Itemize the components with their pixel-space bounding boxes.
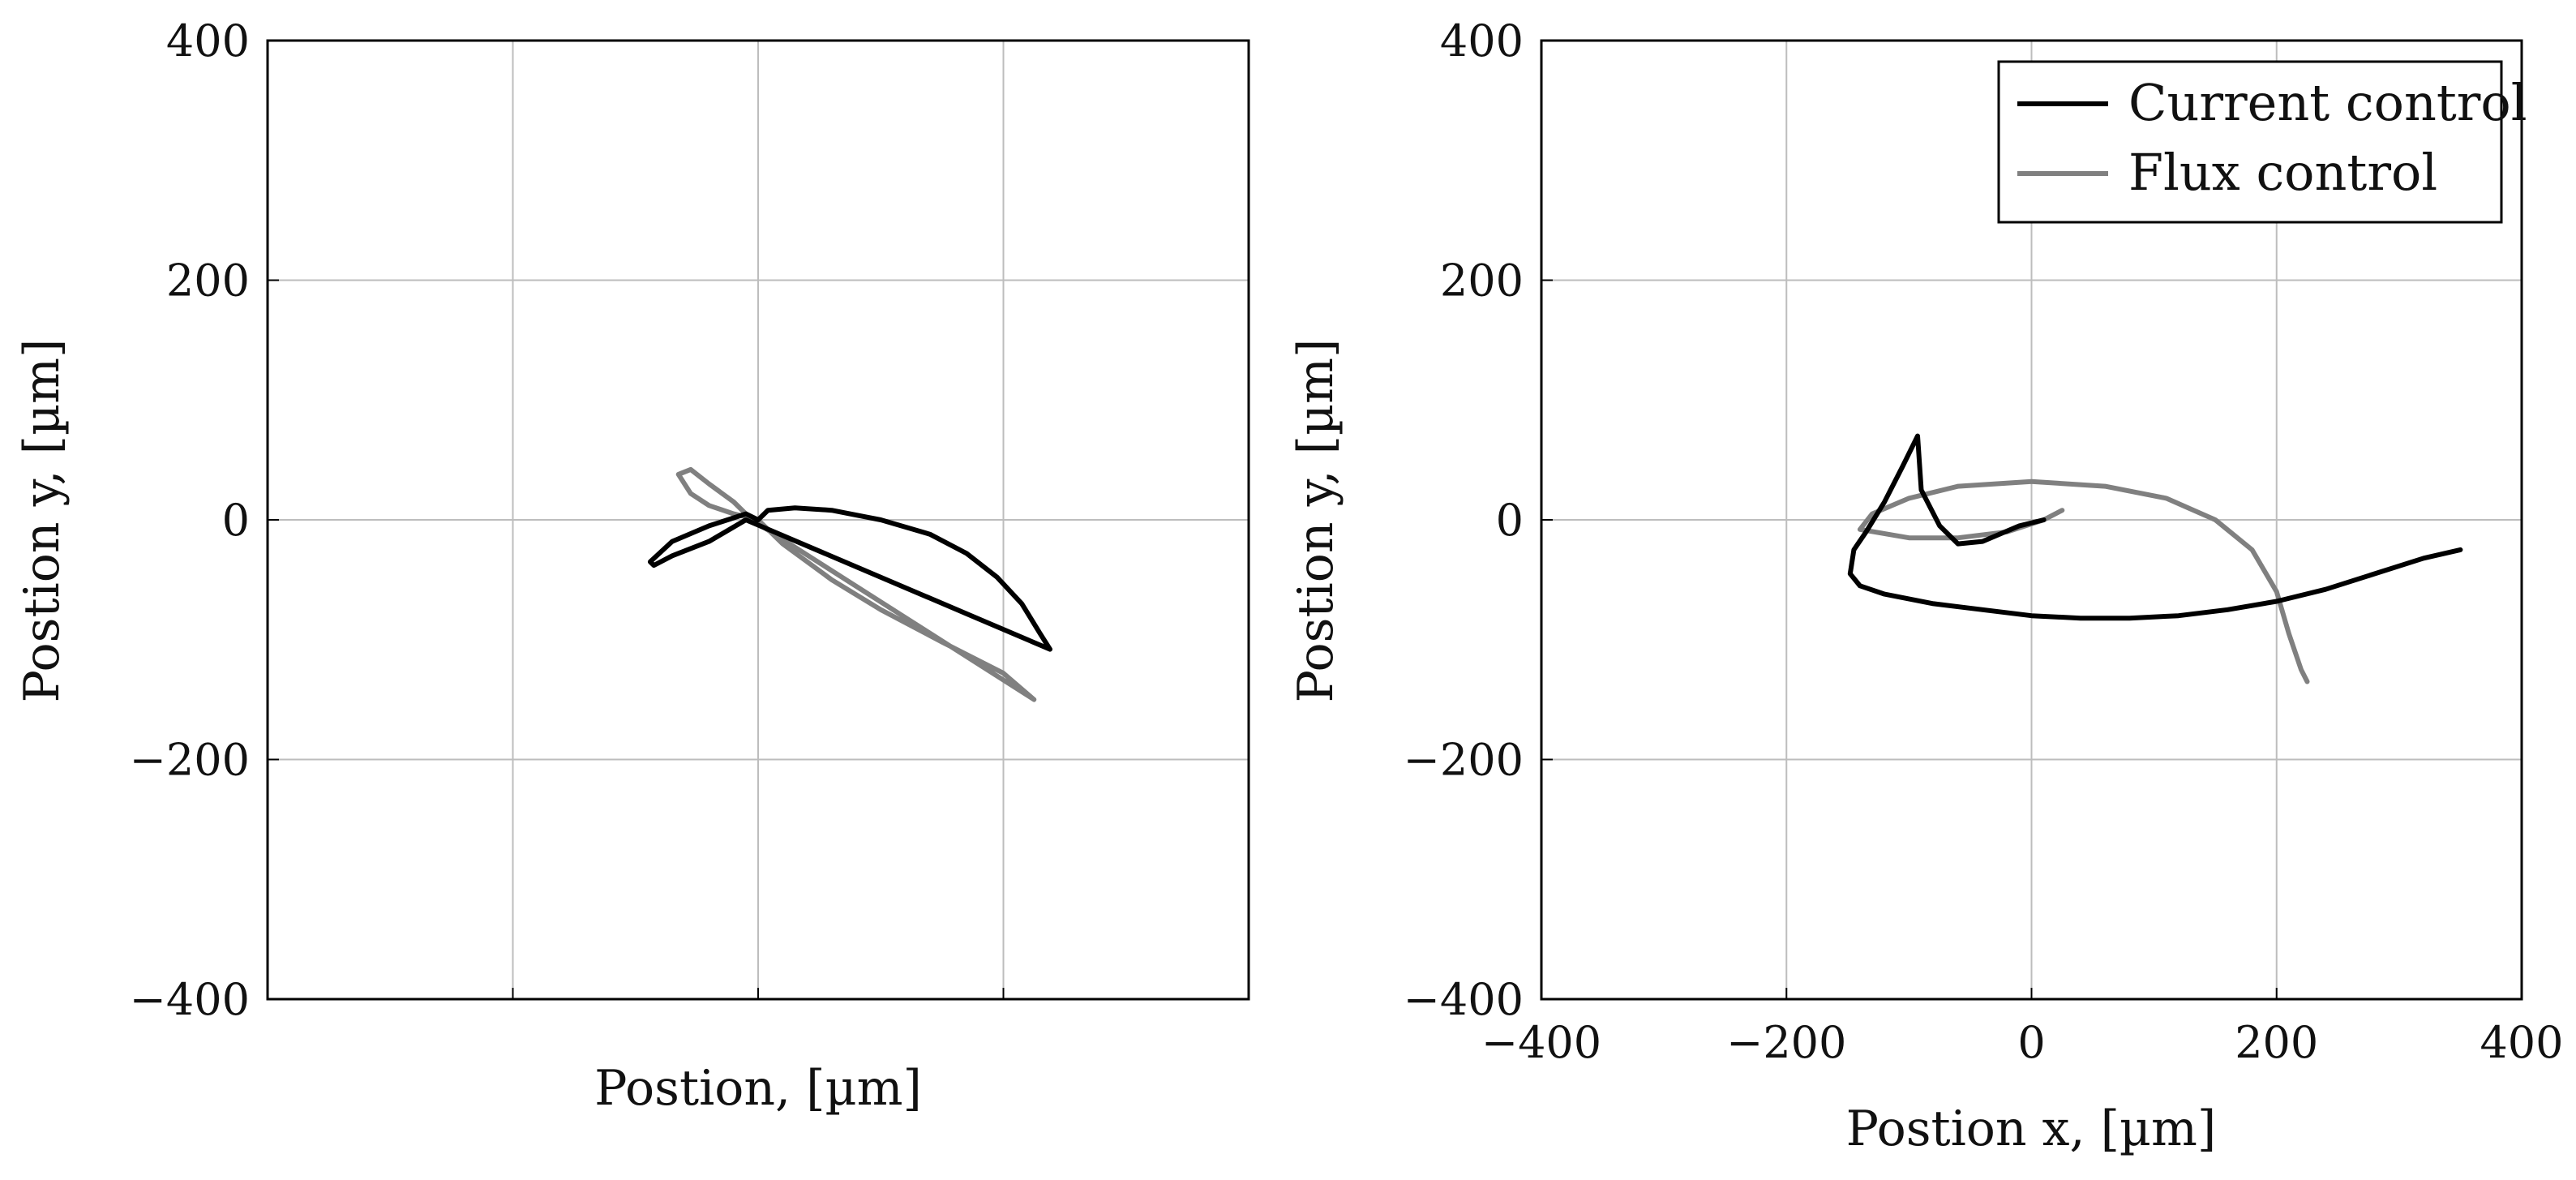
- x-tick-label: −200: [1726, 1017, 1846, 1068]
- series-line-flux-control: [1857, 478, 2310, 684]
- y-tick-label: −400: [130, 974, 250, 1025]
- legend: Current control Flux control: [1997, 60, 2527, 224]
- left-series: [647, 466, 1052, 702]
- x-tick-label: 400: [2480, 1017, 2563, 1068]
- y-tick-label: 0: [222, 495, 250, 546]
- y-tick-label: 0: [1496, 495, 1524, 546]
- y-tick-label: 200: [166, 255, 250, 307]
- series-line-flux-control: [675, 466, 1037, 702]
- x-tick-label: 200: [2235, 1017, 2318, 1068]
- right-y-axis-label: Postion y, [µm]: [1288, 339, 1344, 703]
- y-tick-label: 400: [1440, 15, 1524, 67]
- right-tick-labels: −400 −200 0 200 400 −400 −200 0 200 400: [1404, 15, 2564, 1068]
- left-y-axis-label: Postion y, [µm]: [14, 339, 71, 703]
- legend-label-flux-control: Flux control: [2128, 143, 2437, 202]
- left-tick-labels: −400 −200 0 200 400: [130, 15, 1005, 1025]
- chart-left: −400 −200 0 200 400 Postion, [µm] Postion y,…: [14, 15, 1250, 1117]
- right-x-axis-label: Postion x, [µm]: [1846, 1101, 2217, 1157]
- x-tick-label: 0: [2017, 1017, 2045, 1068]
- left-x-axis-label: Postion, [µm]: [594, 1060, 922, 1117]
- chart-right: −400 −200 0 200 400 −400 −200 0 200 400 Postion x…: [1288, 15, 2564, 1157]
- y-tick-label: 400: [166, 15, 250, 67]
- series-line-current-control: [647, 505, 1052, 652]
- y-tick-label: −200: [1404, 735, 1524, 786]
- legend-box: [1997, 60, 2503, 224]
- y-tick-label: 200: [1440, 255, 1524, 307]
- legend-label-current-control: Current control: [2128, 73, 2527, 132]
- y-tick-label: −200: [130, 735, 250, 786]
- right-series: [1847, 433, 2463, 684]
- x-tick-label: −400: [1481, 1017, 1601, 1068]
- series-line-current-control: [1847, 433, 2463, 621]
- y-tick-label: −400: [1404, 974, 1524, 1025]
